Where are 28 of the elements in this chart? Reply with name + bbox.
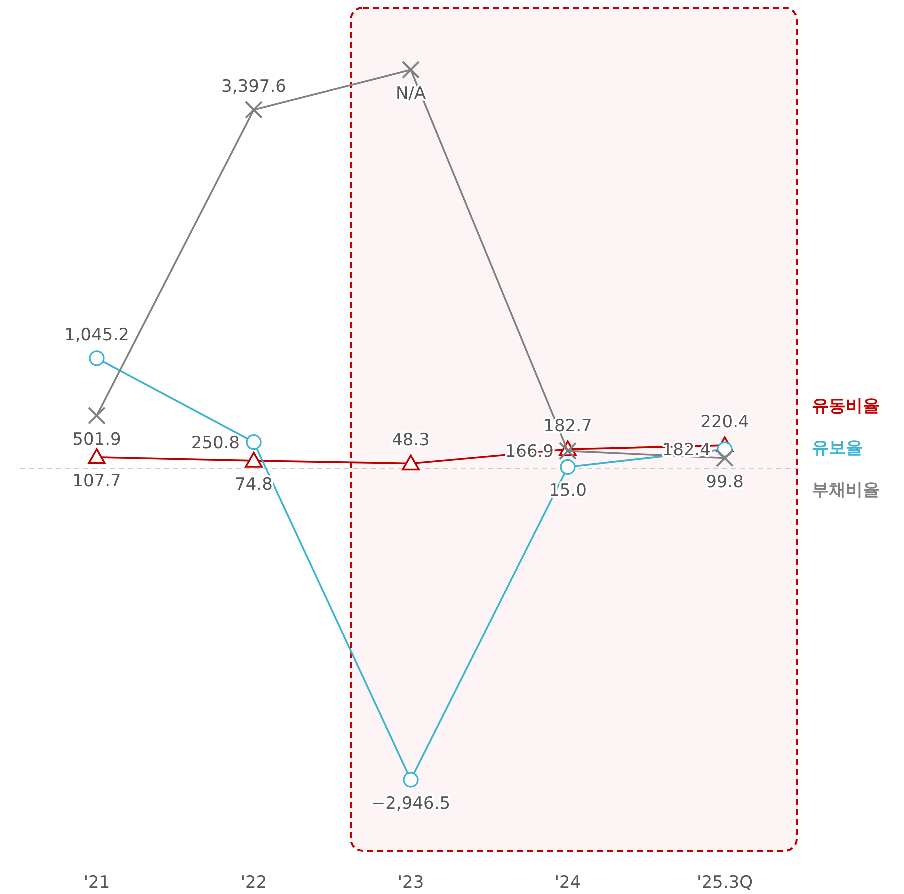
text: 유보율 <box>812 438 863 459</box>
point <box>246 434 262 450</box>
data-label: 220.4 <box>700 412 750 433</box>
x-tick-label: '21 <box>84 873 110 893</box>
x-tick-label: '25.3Q <box>697 873 753 893</box>
point <box>88 448 106 464</box>
x-tick-label: '22 <box>240 873 268 893</box>
data-label: −2,946.5 <box>371 794 451 814</box>
point <box>245 452 263 468</box>
data-label: 250.8 <box>191 433 240 454</box>
data-label: 99.8 <box>706 472 744 492</box>
point <box>402 454 420 471</box>
text: 유동비율 <box>812 396 880 417</box>
point <box>716 449 734 468</box>
data-label: 107.7 <box>72 471 122 492</box>
data-label: 3,397.6 <box>222 77 286 97</box>
point <box>245 101 263 119</box>
data-label: 501.9 <box>72 430 122 450</box>
x-tick-label: '23 <box>398 873 424 893</box>
point <box>560 459 576 476</box>
point <box>403 772 419 788</box>
point <box>88 406 106 425</box>
data-label: 1,045.2 <box>64 325 130 346</box>
text: 부채비율 <box>812 480 880 501</box>
data-label: 74.8 <box>235 474 273 495</box>
point <box>559 442 577 460</box>
x-tick-label: '24 <box>554 873 582 893</box>
data-label: 48.3 <box>392 430 430 451</box>
